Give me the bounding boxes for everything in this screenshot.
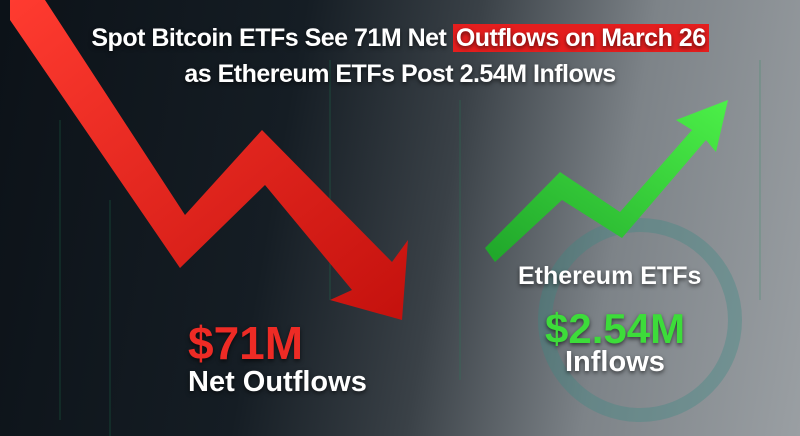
green-up-arrow [485,100,728,262]
ethereum-title: Ethereum ETFs [518,262,702,290]
headline-line-1: Spot Bitcoin ETFs See 71M Net Outflows o… [0,24,800,53]
circuit-lines [59,60,761,436]
ethereum-ring [538,218,742,422]
bitcoin-label: Net Outflows [188,366,367,398]
red-down-arrow [10,0,408,320]
ethereum-label: Inflows [565,346,665,378]
headline-highlight: Outflows on March 26 [452,24,709,52]
ethereum-amount: $2.54M [545,305,686,352]
headline-line-2: as Ethereum ETFs Post 2.54M Inflows [184,60,616,88]
bitcoin-amount: $71M [188,317,304,369]
headline-prefix: Spot Bitcoin ETFs See 71M Net [91,24,447,52]
